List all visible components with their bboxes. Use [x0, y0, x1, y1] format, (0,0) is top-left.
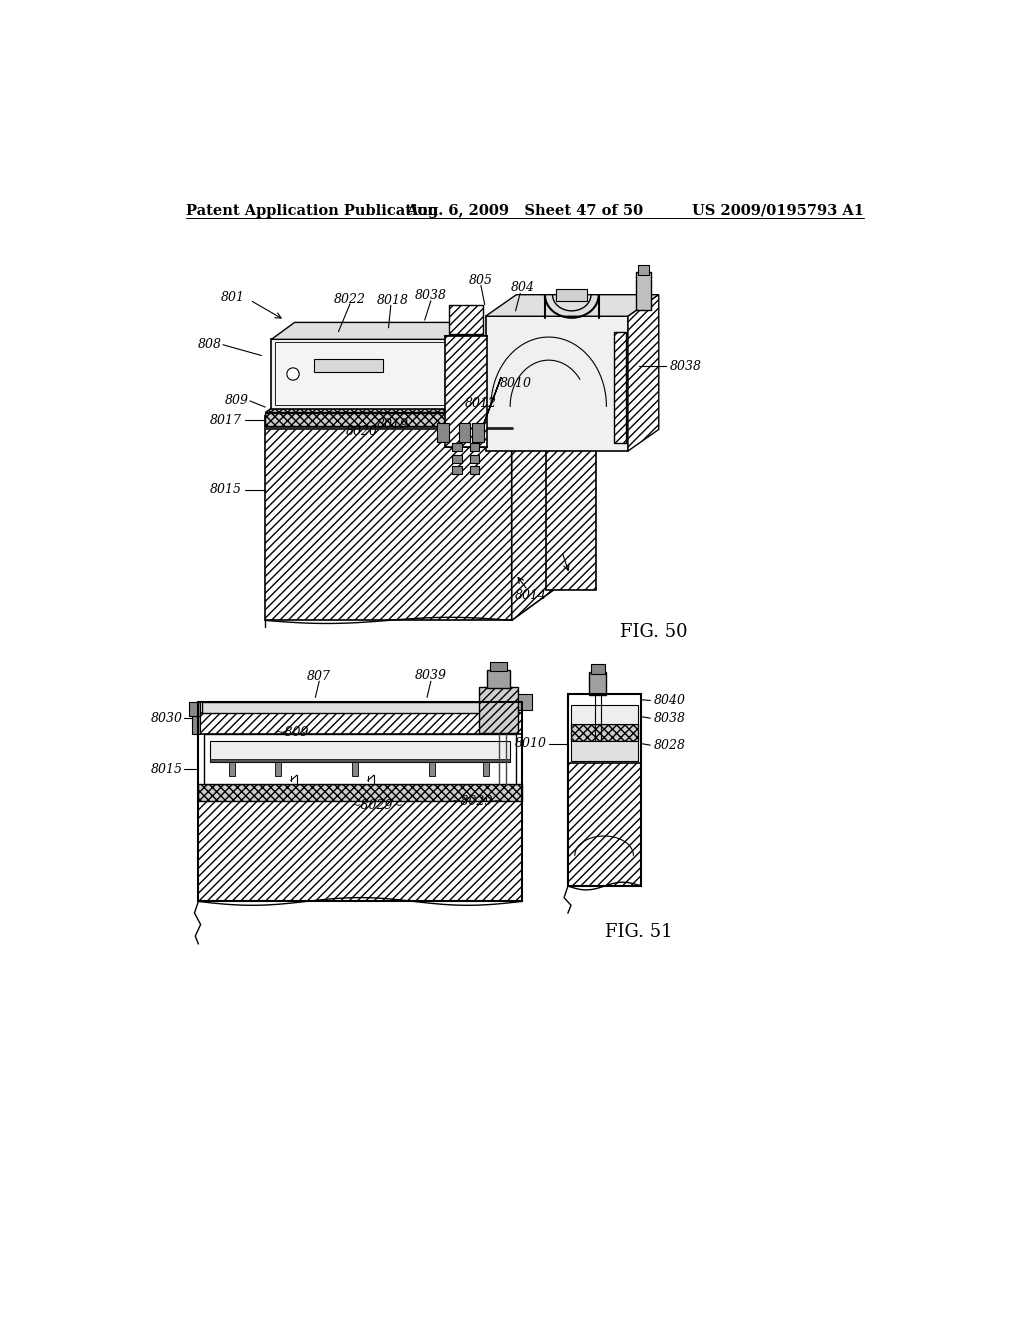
- Text: 8015: 8015: [210, 483, 243, 496]
- Polygon shape: [265, 385, 554, 416]
- Bar: [275, 762, 282, 776]
- Text: ~8029~: ~8029~: [350, 799, 403, 812]
- Text: 801: 801: [220, 290, 245, 304]
- Bar: [614, 331, 626, 444]
- Text: 804: 804: [511, 281, 536, 294]
- Text: 8015: 8015: [151, 763, 183, 776]
- Bar: [437, 422, 449, 442]
- Polygon shape: [512, 385, 554, 620]
- Bar: [205, 734, 515, 784]
- Bar: [275, 342, 444, 405]
- Text: 8038: 8038: [670, 360, 701, 372]
- Bar: [485, 317, 628, 451]
- Bar: [591, 664, 605, 673]
- Bar: [590, 672, 606, 696]
- Bar: [453, 466, 462, 474]
- Bar: [193, 714, 200, 734]
- Text: FIG. 50: FIG. 50: [621, 623, 688, 642]
- Bar: [571, 705, 638, 723]
- Bar: [518, 694, 531, 710]
- Bar: [313, 359, 383, 372]
- Bar: [470, 444, 479, 451]
- Polygon shape: [449, 322, 472, 409]
- Text: 807: 807: [307, 671, 331, 684]
- Bar: [199, 784, 521, 801]
- Bar: [199, 713, 521, 734]
- Text: ~8029~: ~8029~: [451, 795, 504, 808]
- Polygon shape: [265, 412, 512, 426]
- Text: 8030: 8030: [151, 711, 183, 725]
- Text: FIG. 51: FIG. 51: [605, 923, 673, 941]
- Bar: [271, 339, 449, 409]
- Polygon shape: [485, 294, 658, 317]
- Bar: [352, 762, 358, 776]
- Bar: [472, 422, 484, 442]
- Text: 8019: 8019: [377, 417, 409, 430]
- Text: 8012: 8012: [465, 397, 497, 409]
- Text: 8040: 8040: [654, 694, 686, 708]
- Bar: [199, 702, 521, 902]
- Bar: [483, 762, 489, 776]
- Text: 809: 809: [224, 395, 249, 408]
- Text: 808: 808: [198, 338, 221, 351]
- Bar: [229, 762, 236, 776]
- Polygon shape: [265, 416, 512, 620]
- Bar: [202, 702, 518, 713]
- Bar: [453, 444, 462, 451]
- Bar: [638, 265, 649, 275]
- Text: ~809: ~809: [275, 726, 309, 739]
- Polygon shape: [271, 322, 472, 339]
- Bar: [568, 763, 641, 886]
- Bar: [429, 762, 435, 776]
- Polygon shape: [265, 381, 554, 412]
- Bar: [571, 742, 638, 762]
- Bar: [444, 335, 487, 447]
- Text: US 2009/0195793 A1: US 2009/0195793 A1: [691, 203, 863, 218]
- Text: 8028: 8028: [654, 739, 686, 751]
- Bar: [459, 422, 470, 442]
- Text: 8038: 8038: [654, 711, 686, 725]
- Bar: [636, 272, 651, 310]
- Bar: [487, 669, 510, 688]
- Text: 8022: 8022: [334, 293, 366, 306]
- Bar: [568, 693, 641, 886]
- Bar: [490, 663, 507, 671]
- Text: 8010: 8010: [500, 376, 531, 389]
- Bar: [556, 289, 587, 301]
- Polygon shape: [628, 294, 658, 451]
- Bar: [453, 455, 462, 462]
- Text: 805: 805: [469, 273, 493, 286]
- Circle shape: [287, 368, 299, 380]
- Text: 8014: 8014: [515, 589, 547, 602]
- Bar: [210, 759, 510, 762]
- Text: 8038: 8038: [415, 289, 446, 302]
- Text: 8018: 8018: [377, 294, 409, 308]
- Text: Patent Application Publication: Patent Application Publication: [186, 203, 438, 218]
- Bar: [210, 741, 510, 762]
- Text: 8010: 8010: [514, 737, 547, 750]
- Bar: [479, 686, 518, 733]
- Text: 8020: 8020: [345, 425, 378, 438]
- Bar: [470, 455, 479, 462]
- Bar: [449, 305, 483, 334]
- Text: 8039: 8039: [415, 669, 446, 682]
- Bar: [470, 466, 479, 474]
- Polygon shape: [547, 412, 596, 590]
- Bar: [199, 801, 521, 902]
- Polygon shape: [512, 381, 554, 426]
- Bar: [571, 725, 638, 742]
- Bar: [189, 702, 200, 715]
- Text: Aug. 6, 2009   Sheet 47 of 50: Aug. 6, 2009 Sheet 47 of 50: [407, 203, 643, 218]
- Text: 8017: 8017: [210, 413, 243, 426]
